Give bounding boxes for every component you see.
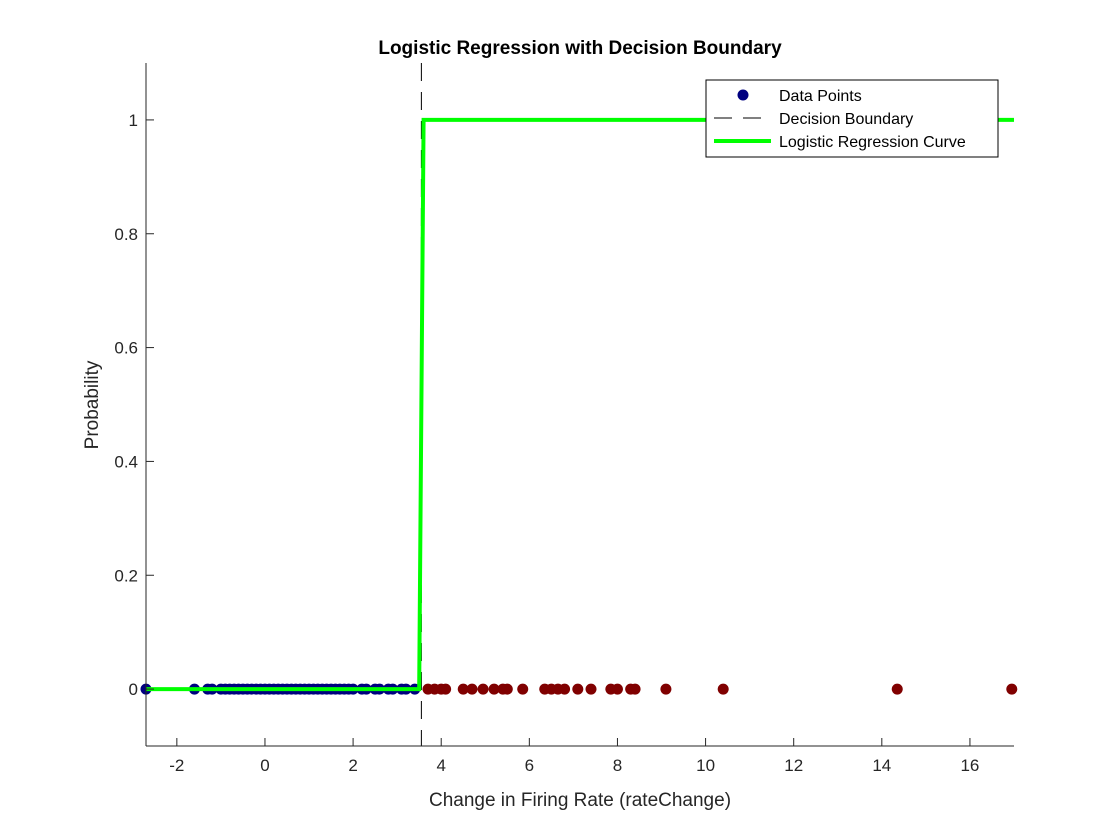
data-point-class1: [660, 683, 672, 695]
x-tick-label: 4: [436, 756, 445, 775]
data-point-class1: [501, 683, 513, 695]
data-point-class1: [611, 683, 623, 695]
data-point-class1: [466, 683, 478, 695]
x-tick-label: 12: [784, 756, 803, 775]
legend-label-curve: Logistic Regression Curve: [779, 134, 966, 151]
legend-marker-data-points: [737, 89, 749, 101]
x-tick-label: 10: [696, 756, 715, 775]
legend-label-data-points: Data Points: [779, 88, 862, 105]
data-point-class1: [559, 683, 571, 695]
logistic-regression-curve: [146, 117, 1014, 692]
x-axis-label: Change in Firing Rate (rateChange): [429, 790, 731, 811]
x-tick-label: 14: [872, 756, 891, 775]
curve-layer: [146, 117, 1014, 692]
ticks-layer: -2 0 2 4 6 8 10 12 14 16 0 0.2 0.4 0.6 0.8 1: [114, 111, 979, 775]
data-point-class1: [629, 683, 641, 695]
data-point-class1: [440, 683, 452, 695]
plot-area: -2 0 2 4 6 8 10 12 14 16 0 0.2 0.4 0.6 0.8 1: [114, 63, 1018, 775]
x-tick-label: 0: [260, 756, 269, 775]
y-axis-label: Probability: [82, 360, 103, 449]
legend-label-decision-boundary: Decision Boundary: [779, 111, 913, 128]
x-tick-label: -2: [169, 756, 184, 775]
y-tick-label: 1: [129, 111, 138, 130]
data-point-class1: [517, 683, 529, 695]
x-tick-label: 8: [613, 756, 622, 775]
data-point-class1: [457, 683, 469, 695]
x-tick-label: 16: [960, 756, 979, 775]
axes-layer: [145, 63, 1014, 747]
data-point-class1: [488, 683, 500, 695]
y-tick-label: 0.6: [114, 339, 138, 358]
data-point-class1: [891, 683, 903, 695]
y-tick-label: 0.4: [114, 452, 138, 471]
x-tick-label: 2: [348, 756, 357, 775]
legend: Data Points Decision Boundary Logistic R…: [705, 79, 999, 158]
y-tick-label: 0.2: [114, 566, 138, 585]
data-point-class1: [477, 683, 489, 695]
data-point-class1: [585, 683, 597, 695]
y-tick-label: 0.8: [114, 225, 138, 244]
chart-title: Logistic Regression with Decision Bounda…: [378, 38, 782, 59]
y-tick-label: 0: [129, 680, 138, 699]
x-tick-label: 6: [525, 756, 534, 775]
data-point-class1: [1006, 683, 1018, 695]
data-point-class1: [572, 683, 584, 695]
data-point-class1: [717, 683, 729, 695]
